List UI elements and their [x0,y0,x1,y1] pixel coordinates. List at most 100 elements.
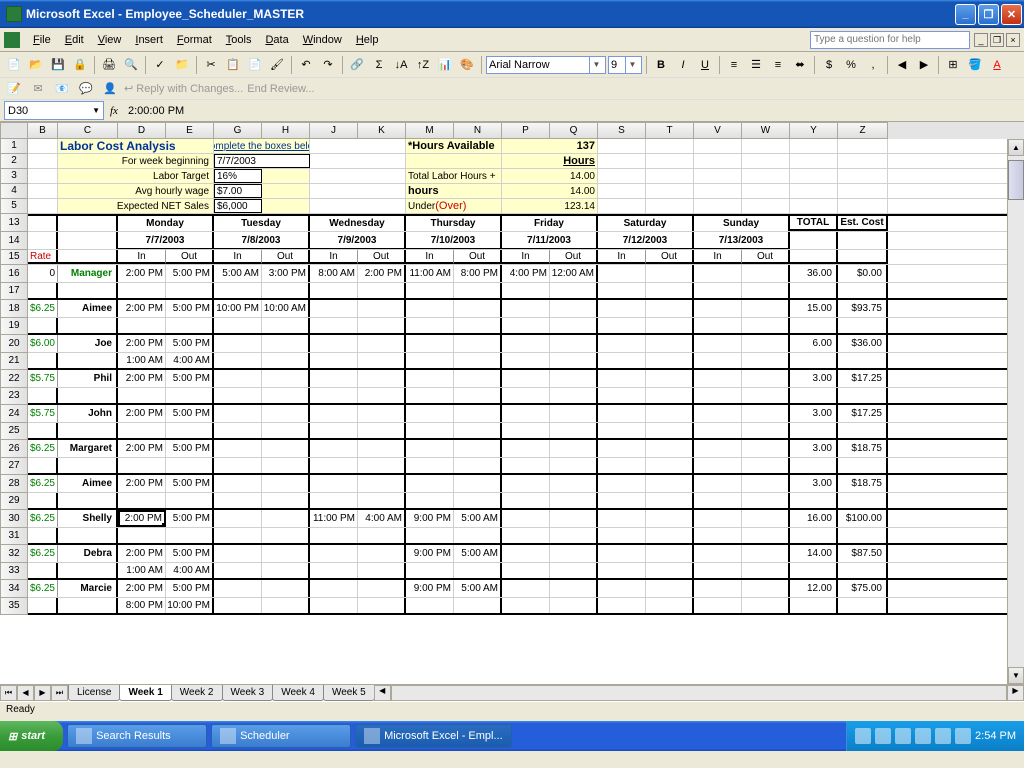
shift-in[interactable] [694,405,742,422]
shift2-in[interactable] [694,493,742,508]
out-header[interactable]: Out [646,250,694,264]
cell[interactable] [790,598,838,613]
cell[interactable] [310,139,406,153]
shift-in[interactable]: 2:00 PM [118,545,166,562]
shift2-in[interactable] [598,283,646,298]
chart-icon[interactable]: 📊 [435,55,455,75]
shift-out[interactable] [742,405,790,422]
out-header[interactable]: Out [166,250,214,264]
row-header[interactable]: 26 [0,440,28,458]
shift-out[interactable]: 12:00 AM [550,265,598,282]
shift2-out[interactable]: 4:00 AM [166,353,214,368]
shift-out[interactable] [454,440,502,457]
row-header[interactable]: 33 [0,563,28,580]
cell[interactable] [310,154,406,168]
shift-out[interactable] [646,335,694,352]
shift2-out[interactable] [550,388,598,403]
shift-out[interactable] [454,370,502,387]
shift2-in[interactable] [502,528,550,543]
cell[interactable] [58,598,118,613]
day-header[interactable]: Friday [502,216,598,231]
cut-icon[interactable]: ✂ [201,55,221,75]
shift-in[interactable]: 8:00 AM [310,265,358,282]
shift2-in[interactable] [310,563,358,578]
shift2-out[interactable] [646,458,694,473]
cell[interactable] [790,353,838,368]
col-header[interactable]: T [646,122,694,139]
row-header[interactable]: 30 [0,510,28,528]
shift2-in[interactable] [310,458,358,473]
app-icon[interactable] [4,32,20,48]
select-all-corner[interactable] [0,122,28,139]
cell[interactable] [58,563,118,578]
shift-in[interactable] [598,580,646,597]
out-header[interactable]: Out [454,250,502,264]
menu-edit[interactable]: Edit [58,32,91,48]
emp-cost[interactable]: $36.00 [838,335,888,352]
shift2-out[interactable] [358,423,406,438]
shift-in[interactable]: 10:00 PM [214,300,262,317]
review-icon-3[interactable]: 📧 [52,79,72,99]
hours-label[interactable]: Hours [502,154,598,168]
shift-out[interactable] [742,440,790,457]
row-header[interactable]: 20 [0,335,28,353]
shift2-in[interactable] [694,528,742,543]
shift2-in[interactable] [406,493,454,508]
shift2-in[interactable] [502,598,550,613]
shift-in[interactable]: 9:00 PM [406,510,454,527]
shift-out[interactable] [358,440,406,457]
shift-in[interactable] [598,300,646,317]
shift2-out[interactable] [358,563,406,578]
shift2-in[interactable] [406,353,454,368]
labor-subtitle[interactable]: (Complete the boxes below) [214,139,310,153]
cell[interactable] [58,353,118,368]
shift-out[interactable] [646,475,694,492]
new-icon[interactable]: 📄 [4,55,24,75]
redo-icon[interactable]: ↷ [318,55,338,75]
shift2-out[interactable] [646,423,694,438]
row-header[interactable]: 35 [0,598,28,615]
cell[interactable] [742,154,790,168]
cell[interactable] [262,169,310,183]
emp-total[interactable]: 12.00 [790,580,838,597]
increase-indent-icon[interactable]: ▶ [914,55,934,75]
shift2-in[interactable] [310,388,358,403]
row-header[interactable]: 5 [0,199,28,214]
target-label[interactable]: Labor Target [58,169,214,183]
shift2-out[interactable] [454,493,502,508]
shift-out[interactable]: 8:00 PM [454,265,502,282]
shift2-in[interactable] [406,598,454,613]
cell[interactable] [790,318,838,333]
review-icon[interactable]: 📝 [4,79,24,99]
shift-out[interactable] [358,580,406,597]
shift-out[interactable] [646,545,694,562]
shift2-in[interactable]: 8:00 PM [118,598,166,613]
shift2-in[interactable] [694,283,742,298]
week-input[interactable]: 7/7/2003 [214,154,310,168]
print-icon[interactable]: 🖨 [99,55,119,75]
shift-out[interactable] [646,265,694,282]
cell[interactable] [58,232,118,249]
shift-in[interactable]: 2:00 PM [118,440,166,457]
spelling-icon[interactable]: ✓ [150,55,170,75]
shift-out[interactable]: 10:00 AM [262,300,310,317]
shift2-in[interactable] [310,318,358,333]
shift-in[interactable] [406,335,454,352]
day-header[interactable]: Wednesday [310,216,406,231]
review-icon-2[interactable]: ✉ [28,79,48,99]
shift2-out[interactable] [262,598,310,613]
shift2-out[interactable] [166,528,214,543]
out-header[interactable]: Out [742,250,790,264]
shift2-out[interactable] [550,458,598,473]
shift-out[interactable] [454,475,502,492]
shift-in[interactable] [502,370,550,387]
employee-name[interactable]: Margaret [58,440,118,457]
cell[interactable] [838,169,888,183]
col-header[interactable]: C [58,122,118,139]
help-search-input[interactable] [810,31,970,49]
shift2-out[interactable] [166,493,214,508]
col-header[interactable]: Z [838,122,888,139]
employee-name[interactable]: Phil [58,370,118,387]
rate-header[interactable]: Rate [28,250,58,264]
menu-help[interactable]: Help [349,32,386,48]
